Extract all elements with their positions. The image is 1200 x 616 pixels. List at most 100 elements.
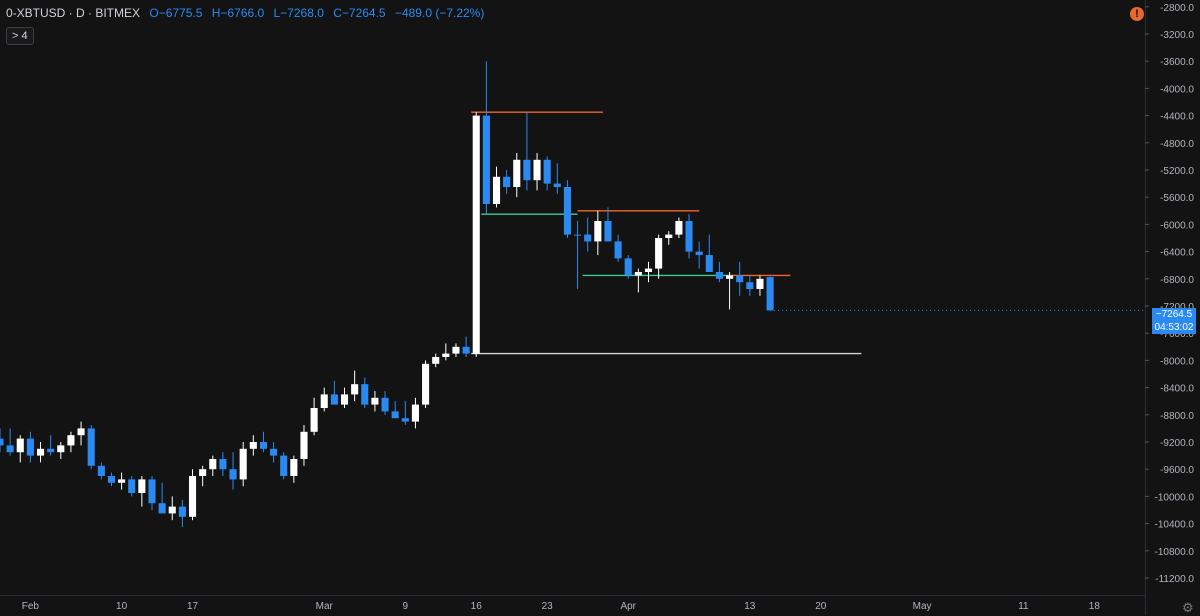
price-tick-label: -10400.0 [1155, 520, 1195, 531]
candle-body [492, 176, 501, 204]
candle-body [320, 394, 328, 408]
candle-body [503, 176, 511, 187]
price-tick-label: -7600.0 [1160, 329, 1194, 340]
candle-body [594, 221, 602, 242]
candle-body [736, 275, 744, 283]
candle-body [16, 438, 24, 453]
candle-body [401, 418, 409, 422]
time-tick-label: 20 [815, 601, 827, 612]
candle-body [229, 469, 237, 480]
candle-body [6, 445, 14, 453]
candle-body [118, 479, 126, 483]
time-tick-label: 10 [116, 601, 128, 612]
price-tick-label: -3200.0 [1160, 30, 1194, 41]
ohlc-high: H−6766.0 [211, 6, 265, 20]
candle-body [0, 438, 4, 446]
price-tick-label: -2800.0 [1160, 3, 1194, 14]
candle-body [442, 353, 450, 357]
price-tick-label: -9200.0 [1160, 438, 1194, 449]
candle-body [239, 448, 247, 480]
symbol-title[interactable]: 0-XBTUSD · D · BITMEX [6, 6, 141, 20]
candle-body [249, 442, 257, 449]
time-tick-label: 9 [403, 601, 409, 612]
time-tick-label: 23 [542, 601, 554, 612]
candle-body [199, 469, 207, 476]
candle-body [77, 428, 85, 436]
price-tick-label: -7200.0 [1160, 302, 1194, 313]
candle-body [128, 479, 136, 493]
candle-body [705, 255, 713, 272]
candle-body [462, 346, 470, 354]
candle-body [624, 258, 632, 276]
candle-body [381, 397, 389, 412]
settings-gear-icon[interactable]: ⚙ [1182, 600, 1194, 615]
candle-body [330, 394, 338, 405]
candle-body [361, 384, 369, 405]
candle-body [452, 346, 460, 354]
price-tick-label: -8000.0 [1160, 356, 1194, 367]
candle-body [36, 448, 45, 456]
time-tick-label: 17 [187, 601, 199, 612]
time-tick-label: Feb [22, 601, 40, 612]
candle-body [472, 115, 480, 354]
price-tick-label: -6000.0 [1160, 220, 1194, 231]
candle-body [188, 476, 197, 517]
candle-body [574, 234, 582, 236]
time-tick-label: 16 [471, 601, 483, 612]
candle-body [482, 115, 490, 204]
candle-body [411, 404, 419, 422]
candle-body [340, 394, 349, 405]
candle-body [158, 503, 166, 514]
candle-body [685, 221, 693, 252]
time-tick-label: 18 [1089, 601, 1101, 612]
candle-body [655, 238, 663, 269]
price-tick-label: -11200.0 [1155, 574, 1194, 585]
time-tick-label: May [913, 601, 932, 612]
price-tick-label: -5600.0 [1160, 193, 1194, 204]
candle-body [756, 278, 764, 289]
price-tick-label: -9600.0 [1160, 465, 1194, 476]
candle-body [543, 159, 551, 184]
candle-body [280, 455, 288, 476]
candle-body [533, 159, 541, 181]
candle-body [513, 159, 521, 187]
candle-body [67, 435, 75, 446]
time-tick-label: Apr [620, 601, 636, 612]
candle-body [604, 221, 612, 242]
ohlc-open: O−6775.5 [149, 6, 203, 20]
price-tick-label: -8400.0 [1160, 384, 1194, 395]
candle-body [209, 459, 217, 470]
candle-body [26, 438, 34, 456]
symbol-legend: 0-XBTUSD · D · BITMEX O−6775.5 H−6766.0 … [6, 6, 484, 20]
price-tick-label: -5200.0 [1160, 166, 1194, 177]
price-tick-label: -4400.0 [1160, 112, 1194, 123]
price-tick-label: -3600.0 [1160, 57, 1194, 68]
candle-body [665, 234, 673, 238]
candle-body [523, 159, 531, 181]
bar-countdown-badge: 04:53:02 [1152, 321, 1196, 334]
price-tick-label: -4000.0 [1160, 84, 1194, 95]
candle-body [766, 277, 774, 311]
ohlc-change: −489.0 (−7.22%) [394, 6, 485, 20]
candle-body [553, 183, 561, 187]
candle-body [87, 428, 95, 466]
candle-body [219, 459, 227, 470]
price-tick-label: -6400.0 [1160, 248, 1194, 259]
price-tick-label: -4800.0 [1160, 139, 1194, 150]
candle-body [178, 506, 186, 517]
candle-body [97, 465, 105, 476]
candle-body [57, 445, 65, 453]
indicators-toggle-button[interactable]: > 4 [6, 27, 34, 45]
candle-body [290, 459, 298, 476]
time-tick-label: 11 [1018, 601, 1029, 612]
candle-body [584, 234, 592, 242]
candle-body [259, 442, 267, 449]
candle-body [422, 363, 430, 405]
candle-body [310, 408, 318, 432]
warning-icon[interactable]: ! [1130, 7, 1144, 21]
time-tick-label: Mar [316, 601, 334, 612]
candle-body [391, 411, 399, 419]
candle-body [300, 431, 308, 459]
price-tick-label: -8800.0 [1160, 411, 1194, 422]
